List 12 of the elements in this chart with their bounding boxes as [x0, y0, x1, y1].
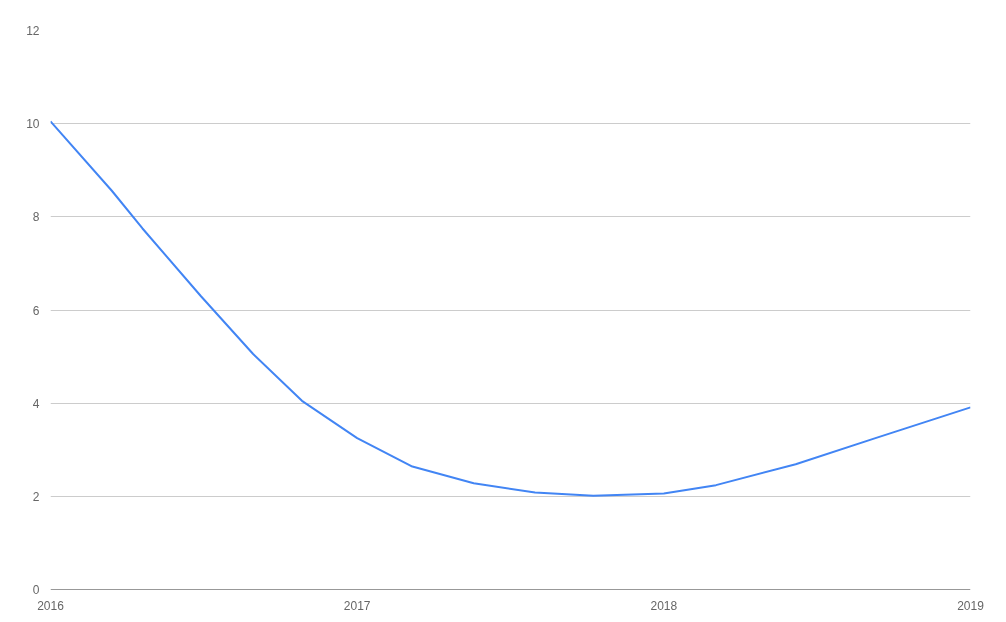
- x-tick-label: 2017: [343, 598, 371, 613]
- y-tick-label: 12: [26, 24, 40, 38]
- y-tick-label: 10: [26, 117, 40, 132]
- x-tick-label: 2018: [650, 598, 678, 613]
- line-series: [50, 120, 971, 497]
- x-tick-label: 2016: [37, 598, 65, 613]
- y-tick-label: 4: [32, 396, 40, 411]
- y-tick-label: 6: [32, 303, 40, 318]
- y-tick-label: 8: [32, 210, 40, 225]
- y-tick-label: 0: [32, 583, 40, 597]
- y-tick-label: 2: [32, 489, 40, 504]
- x-tick-label: 2019: [957, 598, 985, 613]
